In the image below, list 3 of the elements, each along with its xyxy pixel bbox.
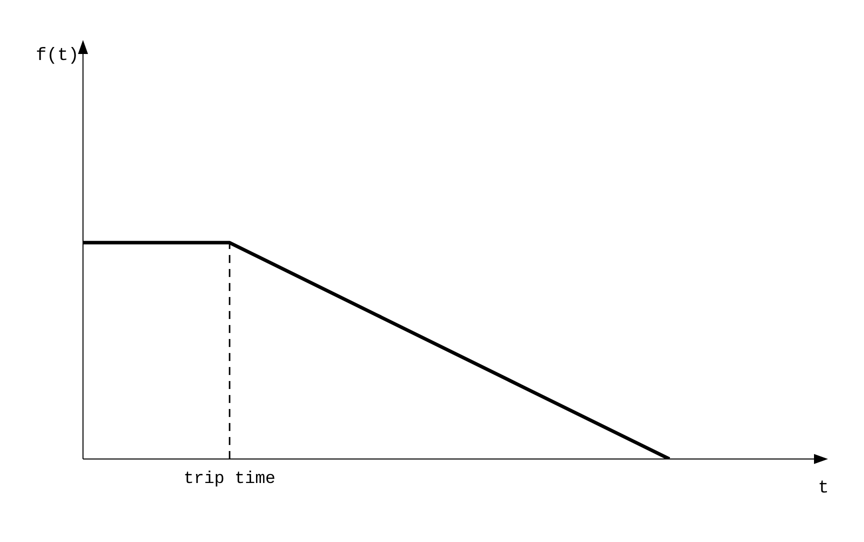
x-axis-title: t	[818, 478, 829, 498]
text: f(t)	[36, 46, 79, 66]
text: trip time	[184, 470, 276, 489]
